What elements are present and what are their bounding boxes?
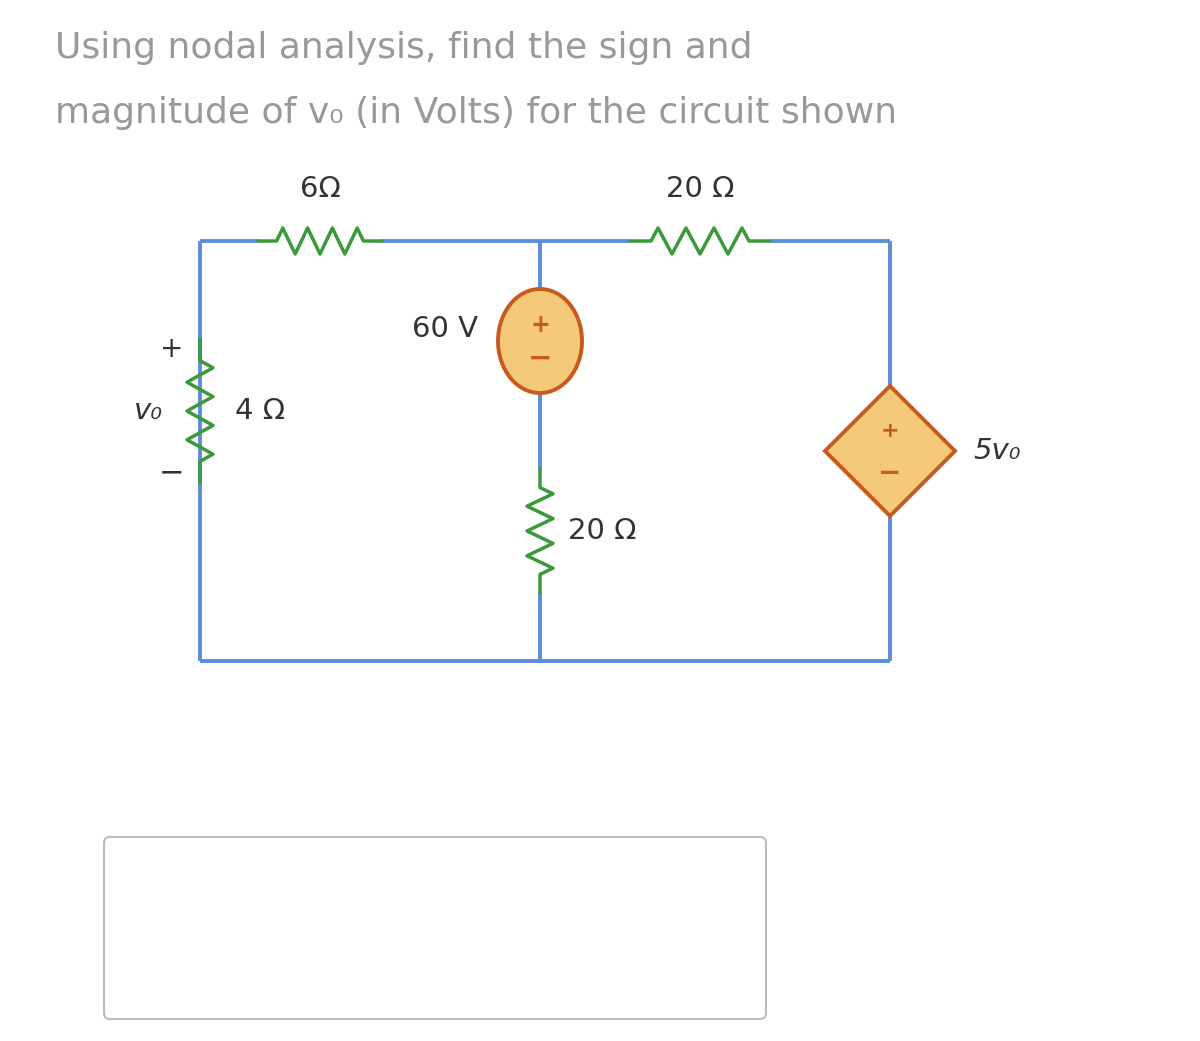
Text: +: + xyxy=(530,313,550,337)
Polygon shape xyxy=(826,386,955,516)
Ellipse shape xyxy=(498,289,582,393)
Text: 60 V: 60 V xyxy=(412,315,478,342)
Text: −: − xyxy=(878,459,901,487)
Text: magnitude of v₀ (in Volts) for the circuit shown: magnitude of v₀ (in Volts) for the circu… xyxy=(55,96,898,130)
Text: Using nodal analysis, find the sign and: Using nodal analysis, find the sign and xyxy=(55,31,752,65)
Text: 20 Ω: 20 Ω xyxy=(666,175,734,203)
Text: 4 Ω: 4 Ω xyxy=(235,397,286,425)
FancyBboxPatch shape xyxy=(104,837,766,1019)
Text: −: − xyxy=(528,345,552,373)
Text: +: + xyxy=(881,421,899,441)
Text: +: + xyxy=(161,335,184,363)
Text: v₀: v₀ xyxy=(133,397,162,425)
Text: −: − xyxy=(160,458,185,487)
Text: 5v₀: 5v₀ xyxy=(973,437,1020,465)
Text: 20 Ω: 20 Ω xyxy=(568,517,636,545)
Text: 6Ω: 6Ω xyxy=(300,175,341,203)
